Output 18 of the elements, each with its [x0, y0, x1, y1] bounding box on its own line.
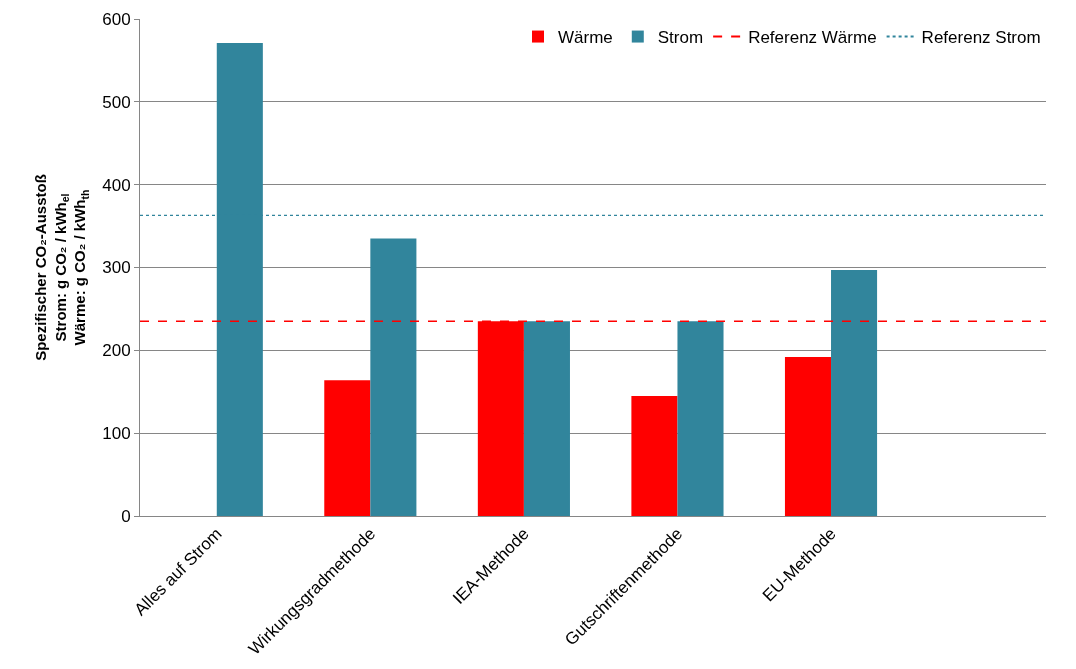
y-tick-label: 300: [102, 258, 131, 278]
legend-label: Wärme: [558, 28, 613, 48]
bar: [631, 395, 678, 516]
y-tick-label: 600: [102, 9, 131, 29]
y-tick-label: 500: [102, 92, 131, 112]
bar: [370, 238, 417, 516]
legend-label: Referenz Strom: [921, 28, 1041, 48]
bar: [677, 321, 724, 516]
bar: [784, 356, 832, 516]
bar: [324, 380, 371, 516]
y-tick-label: 0: [121, 506, 131, 526]
bar: [831, 269, 878, 516]
y-tick-label: 100: [102, 424, 131, 444]
legend-label: Referenz Wärme: [748, 28, 877, 48]
legend-label: Strom: [657, 28, 704, 48]
bar: [523, 321, 570, 516]
y-tick-label: 400: [102, 175, 131, 195]
y-tick-label: 200: [102, 341, 131, 361]
